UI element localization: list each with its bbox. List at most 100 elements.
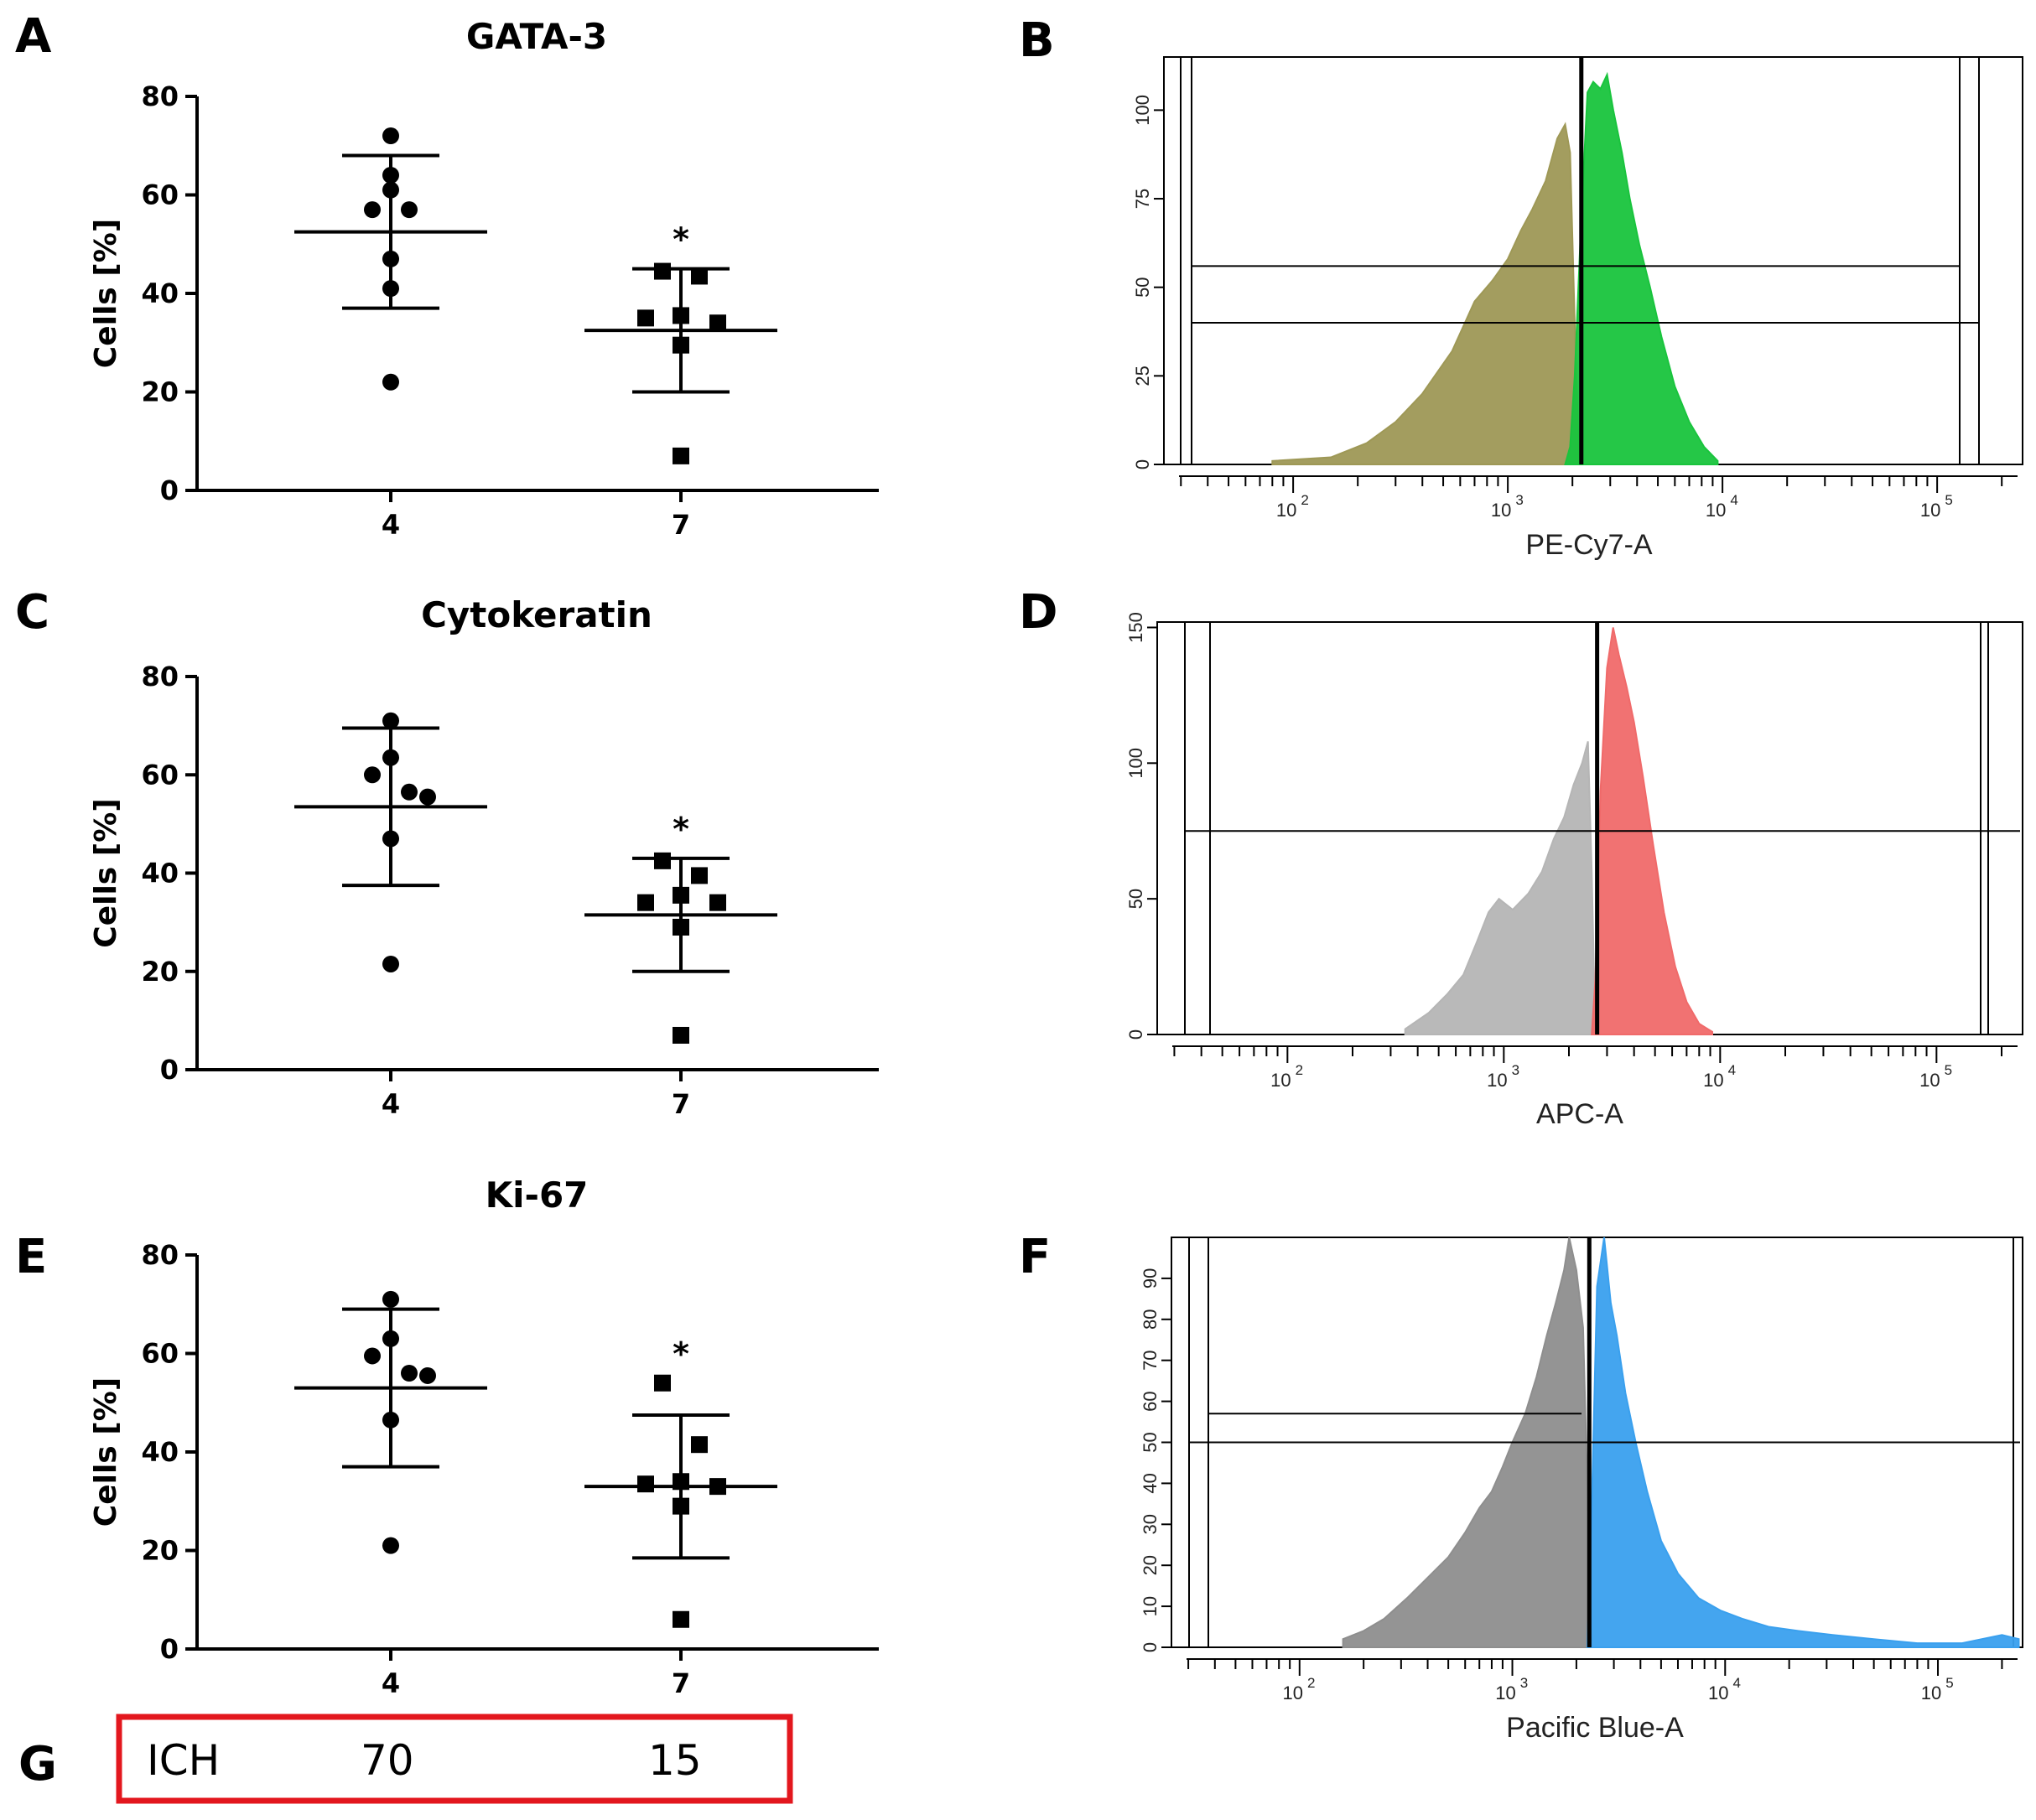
data-point [419, 788, 436, 806]
panel-label-b: B [1019, 13, 1055, 68]
significance-star: * [673, 1335, 689, 1372]
x-tick-exponent: 5 [1945, 1675, 1953, 1691]
x-tick-label: 4 [382, 1667, 400, 1699]
panel-label-g: G [18, 1737, 57, 1791]
data-point [364, 201, 381, 219]
x-tick-exponent: 3 [1515, 492, 1523, 508]
data-point [673, 918, 689, 936]
data-point [637, 1475, 654, 1493]
chart-title: Ki-67 [486, 1174, 589, 1216]
data-point [382, 830, 399, 848]
histogram-negative [1404, 741, 1597, 1035]
y-tick-label: 60 [1140, 1391, 1161, 1411]
x-tick-label: 10 5 [1920, 492, 1953, 521]
x-tick-label: 10 3 [1487, 1062, 1519, 1091]
y-tick-label: 150 [1125, 612, 1146, 643]
data-point [654, 1374, 671, 1392]
panel-label-f: F [1019, 1230, 1051, 1284]
data-point [637, 309, 654, 327]
x-tick-label: 10 4 [1703, 1062, 1736, 1091]
ich-table-border [116, 1714, 793, 1804]
x-tick-label: 10 5 [1921, 1675, 1954, 1703]
data-point [637, 894, 654, 911]
x-tick-exponent: 2 [1296, 1062, 1303, 1078]
x-tick-base: 10 [1276, 500, 1296, 521]
y-tick-label: 100 [1125, 748, 1146, 779]
chart-title: GATA-3 [466, 16, 607, 57]
data-point [364, 766, 381, 784]
y-tick-label: 80 [141, 1239, 179, 1271]
histogram-positive [1564, 71, 1719, 465]
y-tick-label: 80 [1140, 1309, 1161, 1330]
y-tick-label: 50 [1140, 1432, 1161, 1452]
data-point [382, 250, 399, 267]
y-tick-label: 30 [1140, 1514, 1161, 1534]
x-axis-label: APC-A [1536, 1098, 1623, 1130]
data-point [419, 1366, 436, 1384]
y-tick-label: 20 [1140, 1555, 1161, 1575]
y-axis-label: Cells [%] [89, 1377, 123, 1527]
y-tick-label: 40 [1140, 1473, 1161, 1493]
data-point [382, 1411, 399, 1429]
data-point [673, 1610, 689, 1628]
y-tick-label: 0 [1132, 459, 1153, 469]
y-tick-label: 50 [1125, 889, 1146, 909]
x-tick-exponent: 3 [1512, 1062, 1519, 1078]
y-axis-label: Cells [%] [89, 219, 123, 368]
significance-star: * [673, 221, 689, 258]
y-tick-label: 40 [141, 858, 179, 889]
x-tick-label: 10 3 [1491, 492, 1524, 521]
x-tick-label: 10 2 [1270, 1062, 1303, 1091]
x-axis-label: PE-Cy7-A [1525, 529, 1652, 561]
data-point [673, 1026, 689, 1044]
y-tick-label: 70 [1140, 1350, 1161, 1370]
y-tick-label: 90 [1140, 1268, 1161, 1289]
data-point [691, 1436, 708, 1454]
histogram-negative [1271, 122, 1581, 465]
x-tick-exponent: 2 [1301, 492, 1308, 508]
flow-histogram-apc: 0 50 100 150 10 2 10 3 10 4 10 5 APC-A [1125, 612, 2023, 1130]
data-point [364, 1347, 381, 1365]
y-tick-label: 0 [160, 474, 179, 506]
ich-label: ICH [147, 1736, 220, 1785]
data-point [382, 373, 399, 391]
significance-star: * [673, 811, 689, 848]
x-tick-base: 10 [1491, 500, 1511, 521]
y-tick-label: 40 [141, 1436, 179, 1468]
chart-title: Cytokeratin [421, 594, 652, 635]
x-tick-exponent: 2 [1307, 1675, 1315, 1691]
data-point [673, 447, 689, 464]
x-tick-label: 7 [672, 1088, 690, 1120]
y-axis-label: Cells [%] [89, 798, 123, 947]
data-point [691, 267, 708, 285]
data-point [673, 307, 689, 324]
x-tick-base: 10 [1706, 500, 1726, 521]
data-point [709, 314, 726, 332]
y-tick-label: 20 [141, 1535, 179, 1567]
x-tick-label: 7 [672, 509, 690, 541]
data-point [709, 1478, 726, 1496]
data-point [691, 867, 708, 884]
ich-value-day7: 15 [648, 1736, 702, 1785]
ich-value-day4: 70 [361, 1736, 414, 1785]
x-tick-label: 10 2 [1276, 492, 1309, 521]
y-tick-label: 10 [1140, 1596, 1161, 1616]
data-point [401, 783, 418, 801]
y-tick-label: 20 [141, 956, 179, 988]
x-tick-base: 10 [1919, 1070, 1940, 1091]
data-point [382, 955, 399, 972]
x-tick-exponent: 4 [1733, 1675, 1741, 1691]
data-point [382, 1330, 399, 1347]
ich-table: ICH 70 15 [116, 1714, 793, 1804]
y-tick-label: 75 [1132, 189, 1153, 209]
y-tick-label: 50 [1132, 277, 1153, 297]
x-tick-base: 10 [1283, 1683, 1303, 1703]
data-point [654, 262, 671, 280]
histogram-positive [1586, 1237, 2020, 1648]
data-point [382, 1290, 399, 1308]
y-tick-label: 0 [1140, 1642, 1161, 1652]
y-tick-label: 60 [141, 1338, 179, 1370]
y-tick-label: 0 [1125, 1029, 1146, 1040]
x-tick-base: 10 [1920, 500, 1940, 521]
